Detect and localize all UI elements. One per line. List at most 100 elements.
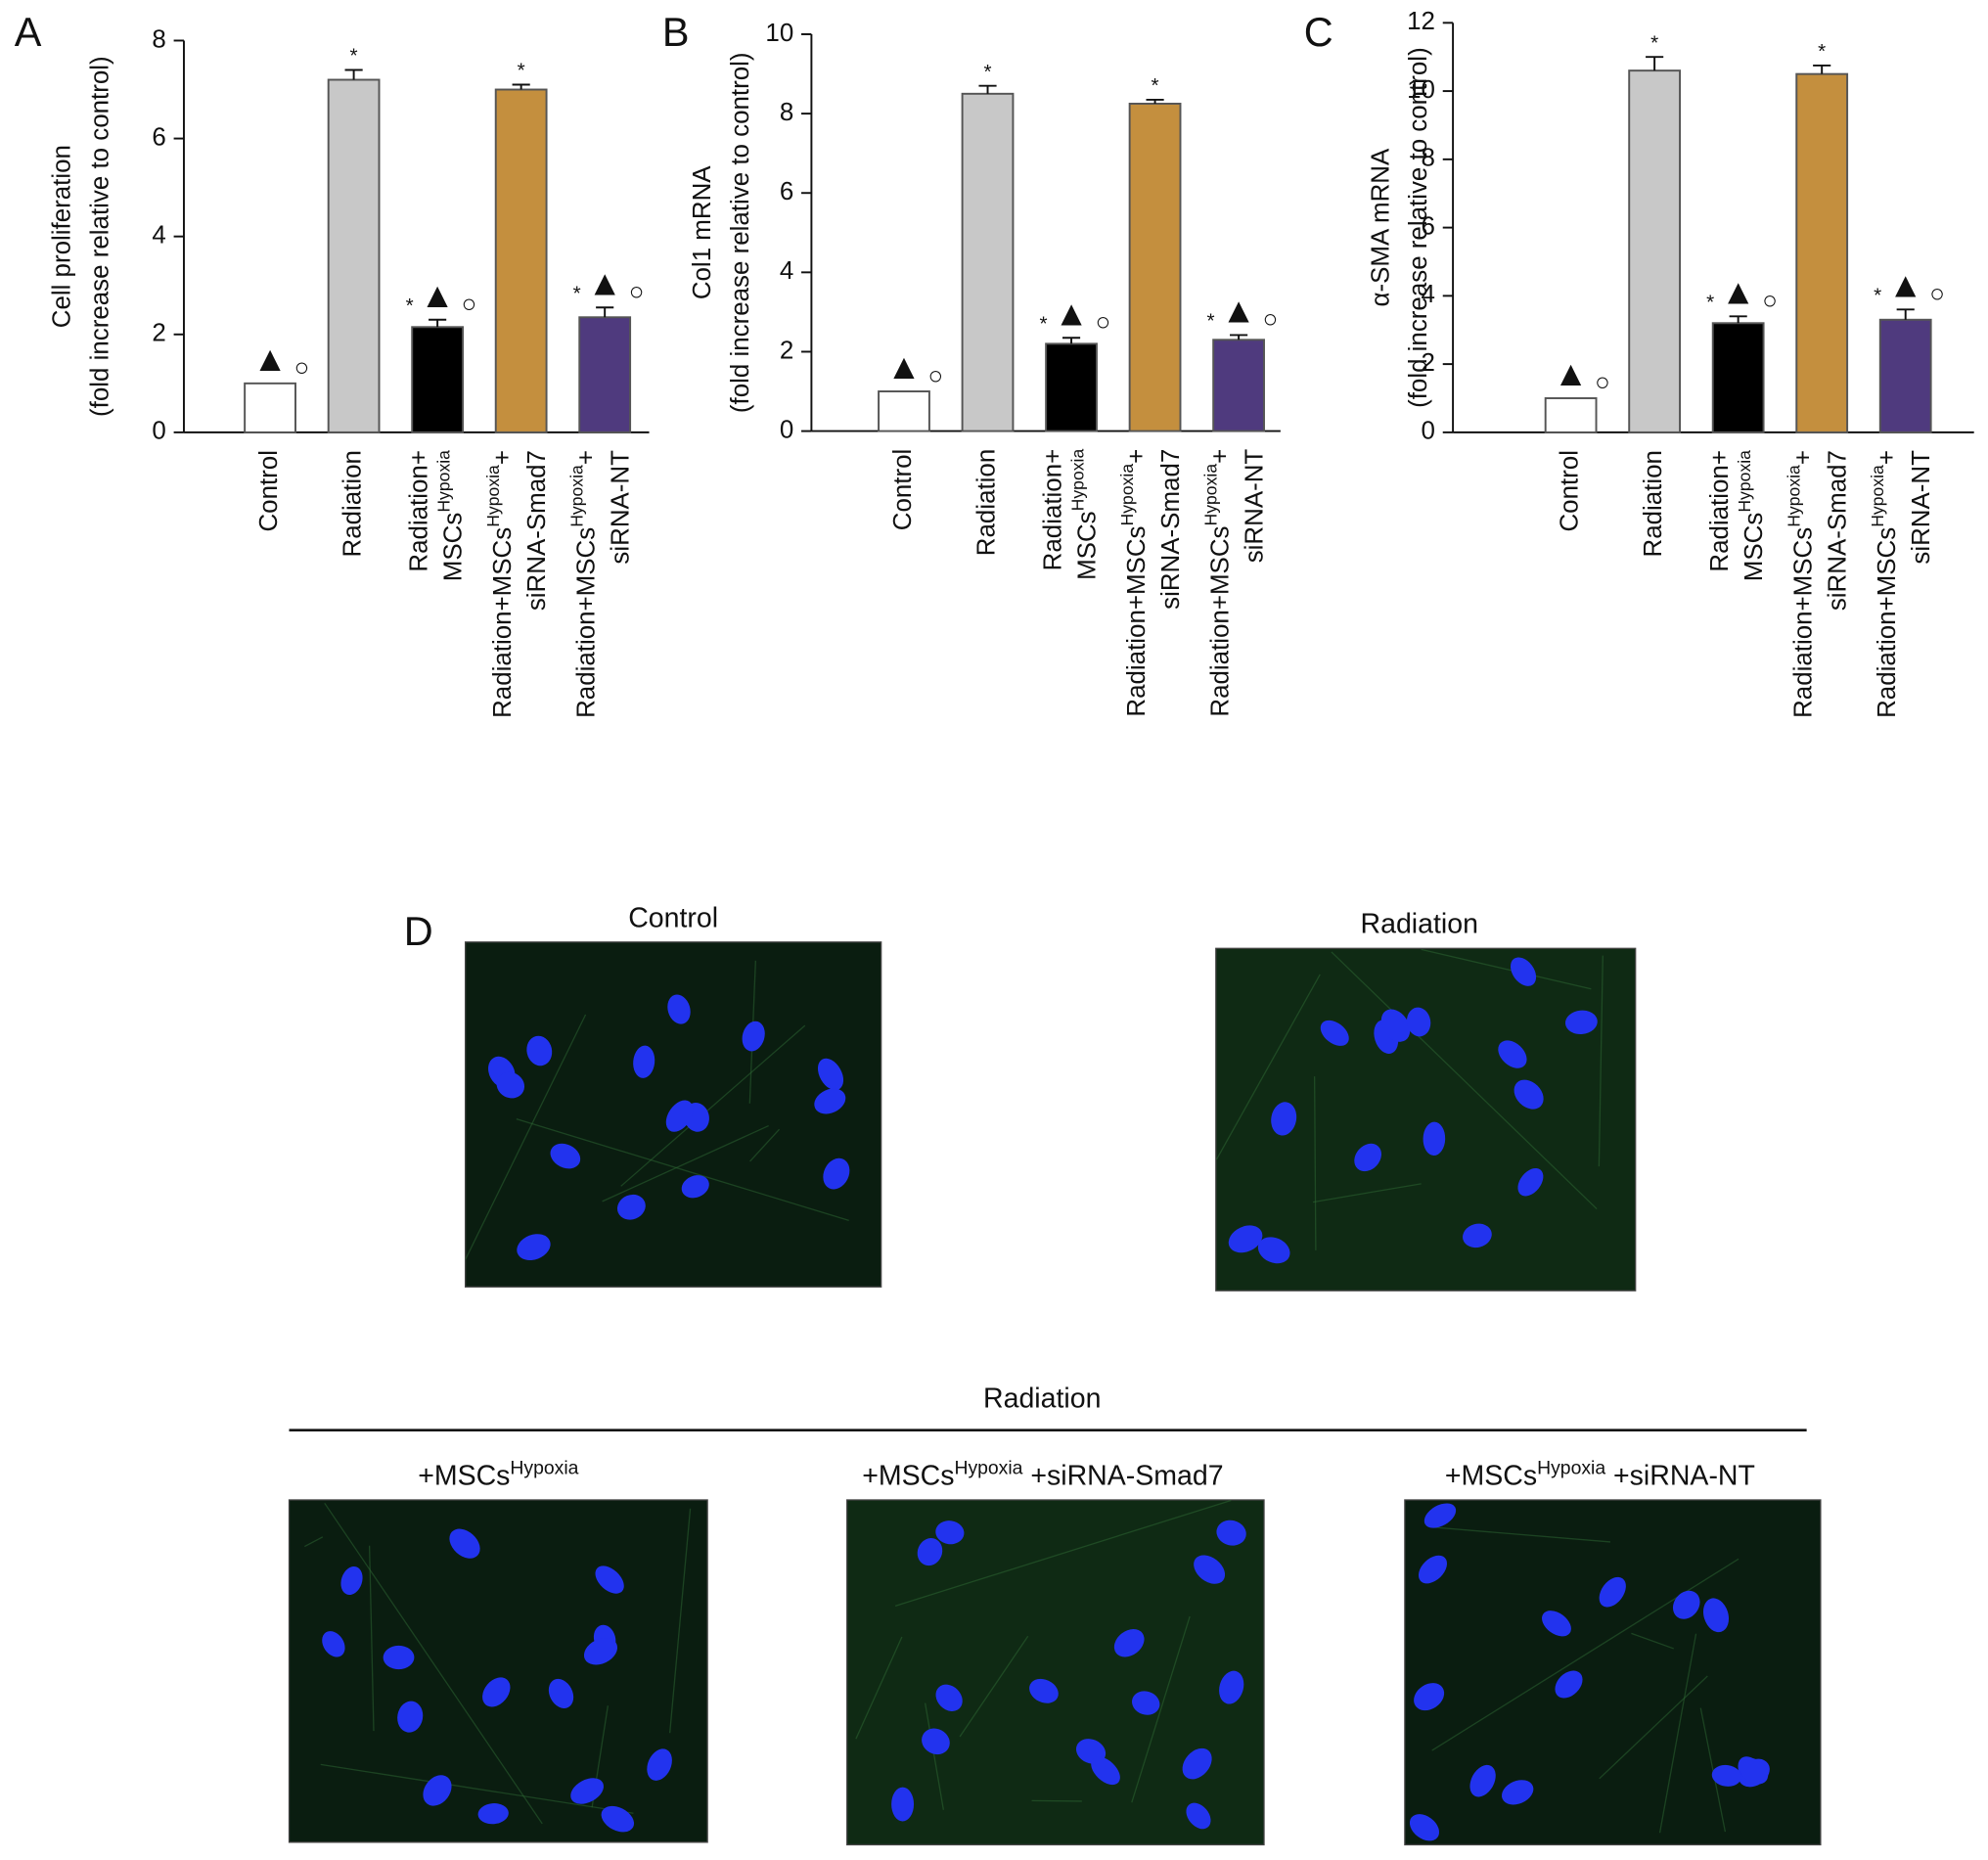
text-segment: Radiation: [339, 450, 366, 557]
y-axis-title: (fold increase relative to control): [1405, 47, 1432, 408]
nucleus: [1564, 1010, 1598, 1034]
nucleus: [517, 1234, 551, 1261]
nucleus: [550, 1143, 581, 1169]
fiber: [1598, 955, 1604, 1167]
superscript: Hypoxia: [566, 465, 586, 527]
text-segment: +siRNA-Smad7: [1022, 1460, 1223, 1491]
significance-marker: ○: [1929, 281, 1945, 308]
text-segment: siRNA-NT: [1908, 450, 1935, 565]
x-tick-label: MSCsHypoxia: [1067, 449, 1101, 580]
text-segment: Control: [1556, 450, 1583, 532]
x-tick-label: Radiation: [1640, 450, 1667, 557]
x-tick-label: Control: [889, 449, 917, 531]
nucleus: [1469, 1764, 1496, 1797]
fiber: [324, 1502, 543, 1825]
x-tick-label: Radiation: [972, 449, 1000, 556]
panel-label: C: [1304, 9, 1333, 55]
text-segment: MSCs: [1073, 511, 1101, 580]
nucleus: [1182, 1747, 1212, 1780]
superscript: Hypoxia: [1784, 465, 1803, 527]
nucleus: [1257, 1237, 1290, 1264]
x-tick-label: Radiation+MSCsHypoxia+: [483, 450, 517, 718]
superscript: Hypoxia: [1200, 464, 1220, 526]
significance-marker: *: [406, 295, 414, 317]
error-bar: [1729, 315, 1747, 324]
superscript: Hypoxia: [510, 1457, 578, 1478]
text-segment: siRNA-NT: [1241, 449, 1268, 564]
significance-marker: *: [1706, 292, 1714, 314]
text-segment: siRNA-Smad7: [523, 450, 551, 611]
error-bar: [1230, 334, 1248, 340]
y-tick-label: 8: [152, 25, 165, 53]
panel-label: D: [404, 908, 433, 954]
x-tick-label: MSCsHypoxia: [433, 450, 467, 581]
x-tick-label: Control: [1556, 450, 1583, 532]
nucleus: [665, 1100, 694, 1132]
nucleus: [1711, 1764, 1741, 1787]
y-tick-label: 12: [1407, 8, 1435, 35]
y-axis-title: Col1 mRNA: [689, 165, 716, 299]
significance-marker: ○: [462, 291, 477, 318]
superscript: Hypoxia: [1117, 464, 1137, 526]
x-tick-label: Radiation+: [405, 450, 432, 572]
significance-marker: ▲: [1054, 293, 1089, 333]
nucleus: [681, 1175, 709, 1199]
nucleus: [322, 1631, 345, 1657]
fiber: [304, 1536, 324, 1548]
fiber: [959, 1635, 1029, 1738]
nucleus: [1216, 1520, 1246, 1546]
y-tick-label: 4: [152, 222, 165, 250]
fiber: [1313, 1076, 1317, 1250]
nucleus: [1542, 1610, 1571, 1637]
bar: [1544, 397, 1598, 433]
x-tick-label: Radiation: [339, 450, 366, 557]
fiber: [1599, 1675, 1708, 1780]
fiber: [924, 1702, 944, 1810]
significance-marker: *: [350, 45, 358, 68]
nucleus: [1739, 1757, 1769, 1785]
significance-marker: ○: [1263, 306, 1279, 334]
text-segment: +MSCs: [1445, 1460, 1537, 1491]
nucleus: [1194, 1555, 1226, 1584]
significance-marker: ○: [294, 354, 310, 382]
fiber: [465, 1014, 587, 1260]
significance-marker: ○: [1595, 369, 1610, 396]
y-tick-label: 10: [1407, 76, 1435, 104]
nucleus: [1702, 1598, 1730, 1633]
bar: [1878, 318, 1932, 433]
text-segment: Radiation+MSCs: [573, 527, 601, 718]
text-segment: Radiation+: [1706, 450, 1734, 572]
nucleus: [814, 1088, 846, 1114]
y-axis-title: (fold increase relative to control): [727, 52, 754, 413]
x-tick-label: Radiation+MSCsHypoxia+: [1784, 450, 1817, 718]
fiber: [620, 1024, 806, 1187]
text-segment: +: [1790, 450, 1818, 465]
text-segment: Radiation: [1640, 450, 1667, 557]
fiber: [602, 1124, 769, 1202]
nucleus: [1463, 1223, 1492, 1248]
text-segment: Radiation+MSCs: [1790, 527, 1818, 718]
superscript: Hypoxia: [433, 450, 453, 513]
y-tick-label: 4: [780, 257, 793, 285]
text-segment: +: [489, 450, 517, 465]
nucleus: [340, 1565, 363, 1596]
error-bar: [978, 84, 997, 94]
nucleus: [1555, 1670, 1583, 1699]
image-title: Radiation: [1361, 909, 1478, 940]
text-segment: siRNA-Smad7: [1157, 449, 1185, 610]
significance-marker: ▲: [1221, 290, 1256, 330]
nucleus: [601, 1805, 635, 1833]
image-title: +MSCsHypoxia +siRNA-Smad7: [862, 1457, 1223, 1491]
error-bar: [1813, 64, 1831, 74]
nucleus: [817, 1058, 844, 1091]
nucleus: [482, 1677, 511, 1707]
nucleus: [1320, 1020, 1349, 1046]
bar: [878, 390, 930, 432]
text-segment: MSCs: [1740, 513, 1768, 582]
nucleus: [570, 1778, 604, 1804]
text-segment: siRNA-Smad7: [1825, 450, 1852, 611]
x-tick-label: Control: [255, 450, 283, 532]
image-title: Control: [628, 902, 718, 933]
bar: [1128, 102, 1182, 432]
